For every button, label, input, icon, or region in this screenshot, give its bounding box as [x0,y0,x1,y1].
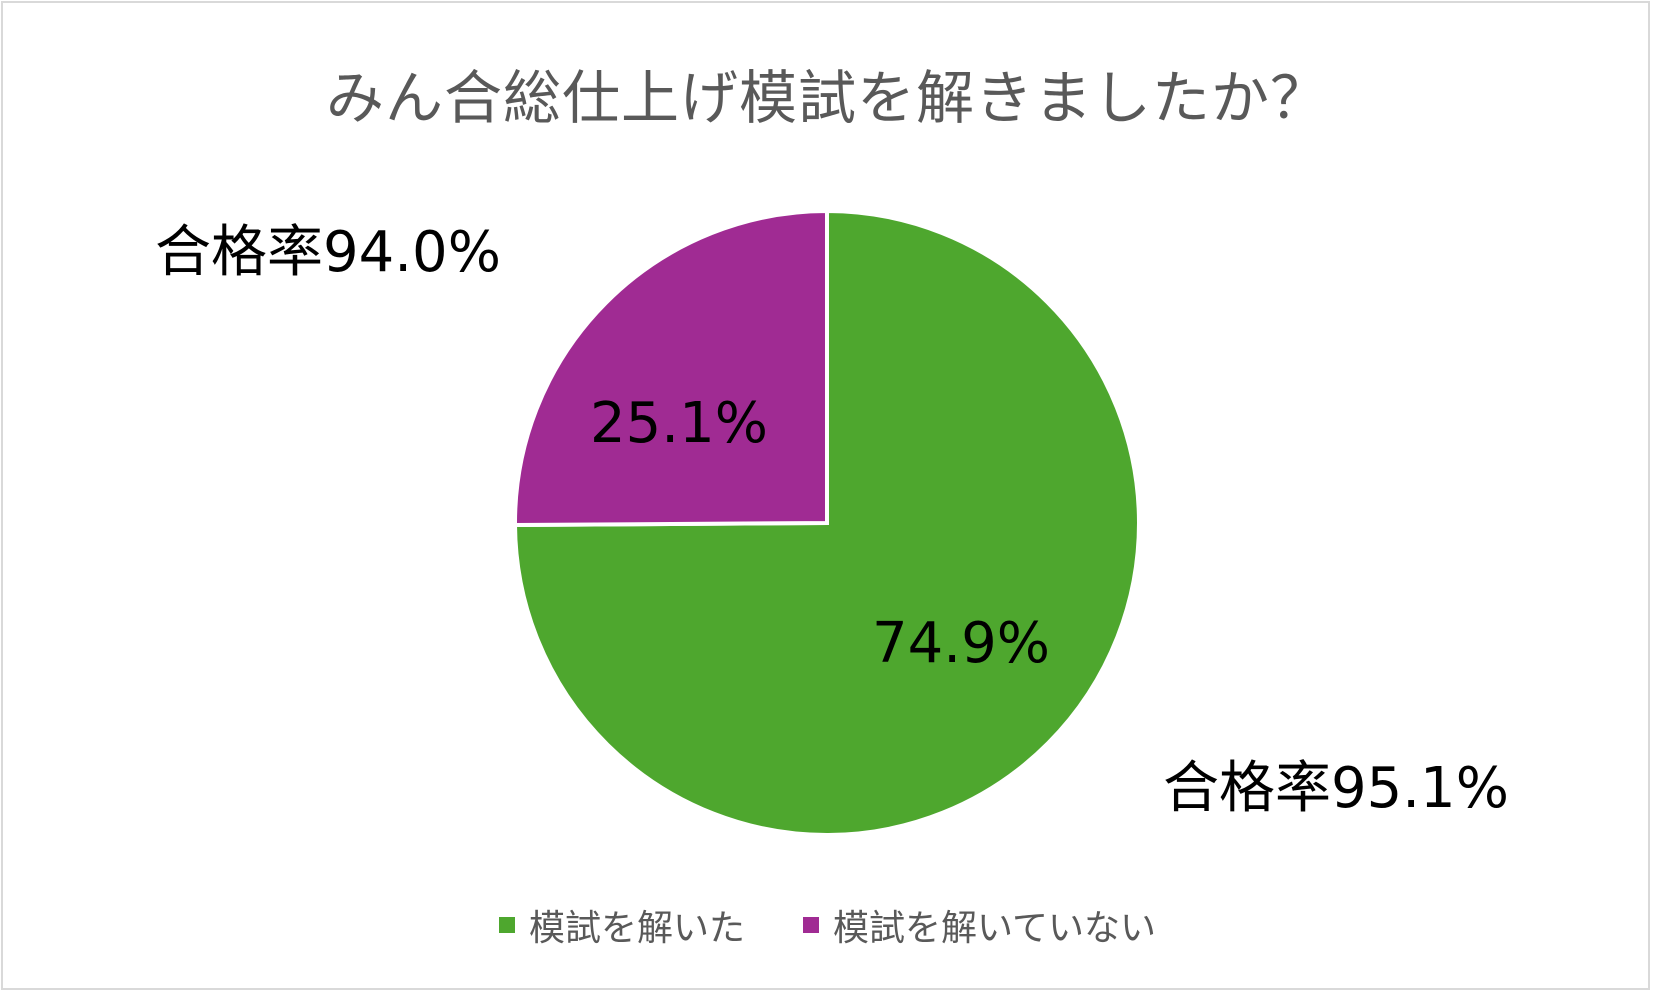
pie-chart: 74.9% 25.1% 合格率95.1% 合格率94.0% [155,208,1509,837]
legend-item-solved: 模試を解いた [499,899,745,951]
chart-title: みん合総仕上げ模試を解きましたか？ [325,64,1329,132]
slice-label-solved: 74.9% [872,611,1050,676]
slice-label-not-solved: 25.1% [590,391,768,456]
pie-slice-not-solved [513,208,829,527]
legend: 模試を解いた 模試を解いていない [3,899,1652,951]
legend-item-not-solved: 模試を解いていない [803,899,1156,951]
legend-label-not-solved: 模試を解いていない [833,908,1156,949]
legend-swatch-solved [499,917,516,933]
legend-label-solved: 模試を解いた [529,908,746,949]
pie-slice-solved [512,208,1141,837]
pass-rate-annotation-solved: 合格率95.1% [1163,756,1509,821]
legend-swatch-not-solved [803,917,820,933]
pass-rate-annotation-not-solved: 合格率94.0% [155,220,501,285]
pie-slices [512,208,1141,837]
